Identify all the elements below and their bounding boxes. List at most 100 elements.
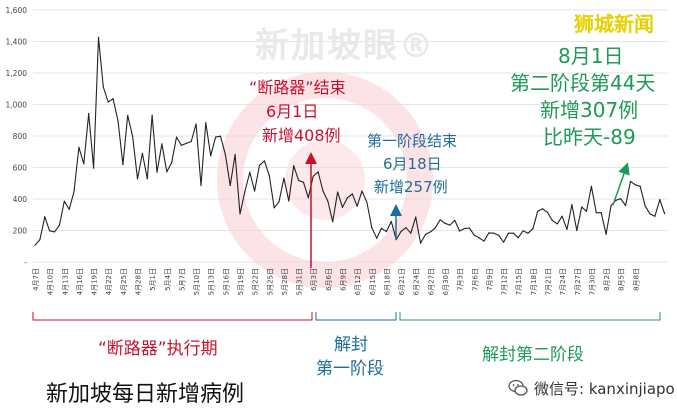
y-tick-label: 1,000 (6, 101, 28, 110)
x-tick-label: 7月6日 (471, 268, 479, 291)
x-tick-label: 5月16日 (222, 268, 230, 295)
y-tick-label: 400 (13, 195, 28, 204)
data-point (127, 114, 129, 116)
data-point (380, 227, 383, 229)
x-tick-label: 5月19日 (237, 268, 245, 295)
data-point (327, 200, 329, 202)
x-tick-label: 4月28日 (135, 268, 143, 295)
data-point (654, 215, 656, 217)
data-point (244, 190, 246, 193)
data-point (507, 232, 510, 234)
data-point (97, 36, 100, 39)
wechat-account: 微信号: kanxinjiapo (534, 380, 675, 398)
data-point (615, 199, 617, 202)
x-tick-label: 7月30日 (588, 268, 596, 295)
data-point (571, 204, 573, 206)
data-point (444, 222, 446, 224)
data-point (78, 146, 80, 148)
period-label-phase1-line1: 解封 (334, 335, 368, 355)
data-point (346, 197, 348, 199)
data-point (317, 171, 319, 173)
data-point (234, 153, 236, 156)
data-point (527, 232, 529, 234)
x-tick-label: 8月8日 (632, 268, 640, 291)
data-point (483, 240, 485, 242)
data-point (639, 185, 641, 187)
data-point (205, 122, 207, 124)
data-point (210, 155, 212, 157)
data-point (551, 219, 553, 222)
data-point (239, 213, 241, 215)
x-tick-label: 5月25日 (266, 268, 274, 295)
x-tick-label: 6月30日 (442, 268, 450, 295)
annotation-latest-phase: 第二阶段第44天 (510, 71, 656, 95)
x-tick-label: 5月31日 (296, 268, 304, 295)
arrow-latest (612, 162, 630, 206)
data-point (107, 101, 109, 103)
data-point (624, 204, 627, 207)
x-tick-label: 5月22日 (252, 268, 260, 295)
data-point (68, 208, 70, 210)
x-tick-label: 4月13日 (61, 268, 69, 295)
x-tick-label: 5月28日 (281, 268, 289, 295)
data-point (58, 224, 61, 226)
x-tick-label: 5月4日 (164, 268, 172, 291)
data-point (537, 210, 539, 212)
bracket-phase2 (399, 312, 661, 321)
data-point (185, 142, 187, 145)
data-point (488, 232, 490, 234)
x-tick-label: 6月27日 (427, 268, 435, 295)
data-point (434, 227, 436, 229)
annotation-latest-date: 8月1日 (558, 44, 624, 68)
x-tick-label: 5月10日 (193, 268, 201, 295)
data-point (53, 231, 56, 233)
data-point (454, 219, 456, 222)
data-point (620, 198, 622, 200)
data-point (629, 180, 632, 182)
data-point (659, 199, 661, 201)
data-point (361, 190, 363, 192)
data-point (151, 114, 153, 116)
data-point (376, 237, 378, 239)
data-point (307, 197, 309, 199)
x-tick-label: 6月15日 (369, 268, 377, 295)
data-point (302, 181, 305, 183)
data-point (595, 212, 597, 214)
x-tick-label: 4月7日 (32, 268, 40, 291)
data-point (400, 230, 402, 232)
data-point (249, 171, 251, 173)
data-point (424, 233, 427, 236)
x-tick-label: 7月15日 (515, 268, 523, 295)
data-point (390, 220, 392, 223)
data-point (498, 234, 500, 236)
data-point (88, 113, 90, 115)
x-tick-label: 7月18日 (530, 268, 538, 295)
data-point (200, 184, 202, 187)
data-point (175, 136, 178, 138)
data-point (463, 227, 466, 230)
data-point (664, 213, 666, 215)
data-point (356, 205, 358, 207)
period-label-phase1-line2: 第一阶段 (316, 359, 384, 379)
data-point (337, 191, 339, 193)
annotation-latest-count: 新增307例 (540, 98, 639, 122)
data-point (263, 160, 266, 162)
x-tick-label: 4月10日 (47, 268, 55, 295)
y-tick-label: 800 (13, 132, 28, 141)
data-point (556, 223, 558, 225)
data-point (581, 206, 583, 208)
data-point (478, 237, 480, 239)
data-point (385, 231, 388, 233)
data-point (195, 123, 197, 125)
data-point (415, 216, 417, 218)
data-point (366, 201, 368, 203)
annotation-arrows (305, 152, 630, 268)
bracket-phase1 (315, 312, 397, 321)
data-point (146, 178, 148, 180)
x-tick-label: 7月24日 (559, 268, 567, 295)
data-point (112, 98, 114, 100)
data-point (610, 205, 612, 207)
data-point (136, 178, 139, 180)
data-point (63, 200, 65, 202)
data-point (532, 228, 534, 230)
